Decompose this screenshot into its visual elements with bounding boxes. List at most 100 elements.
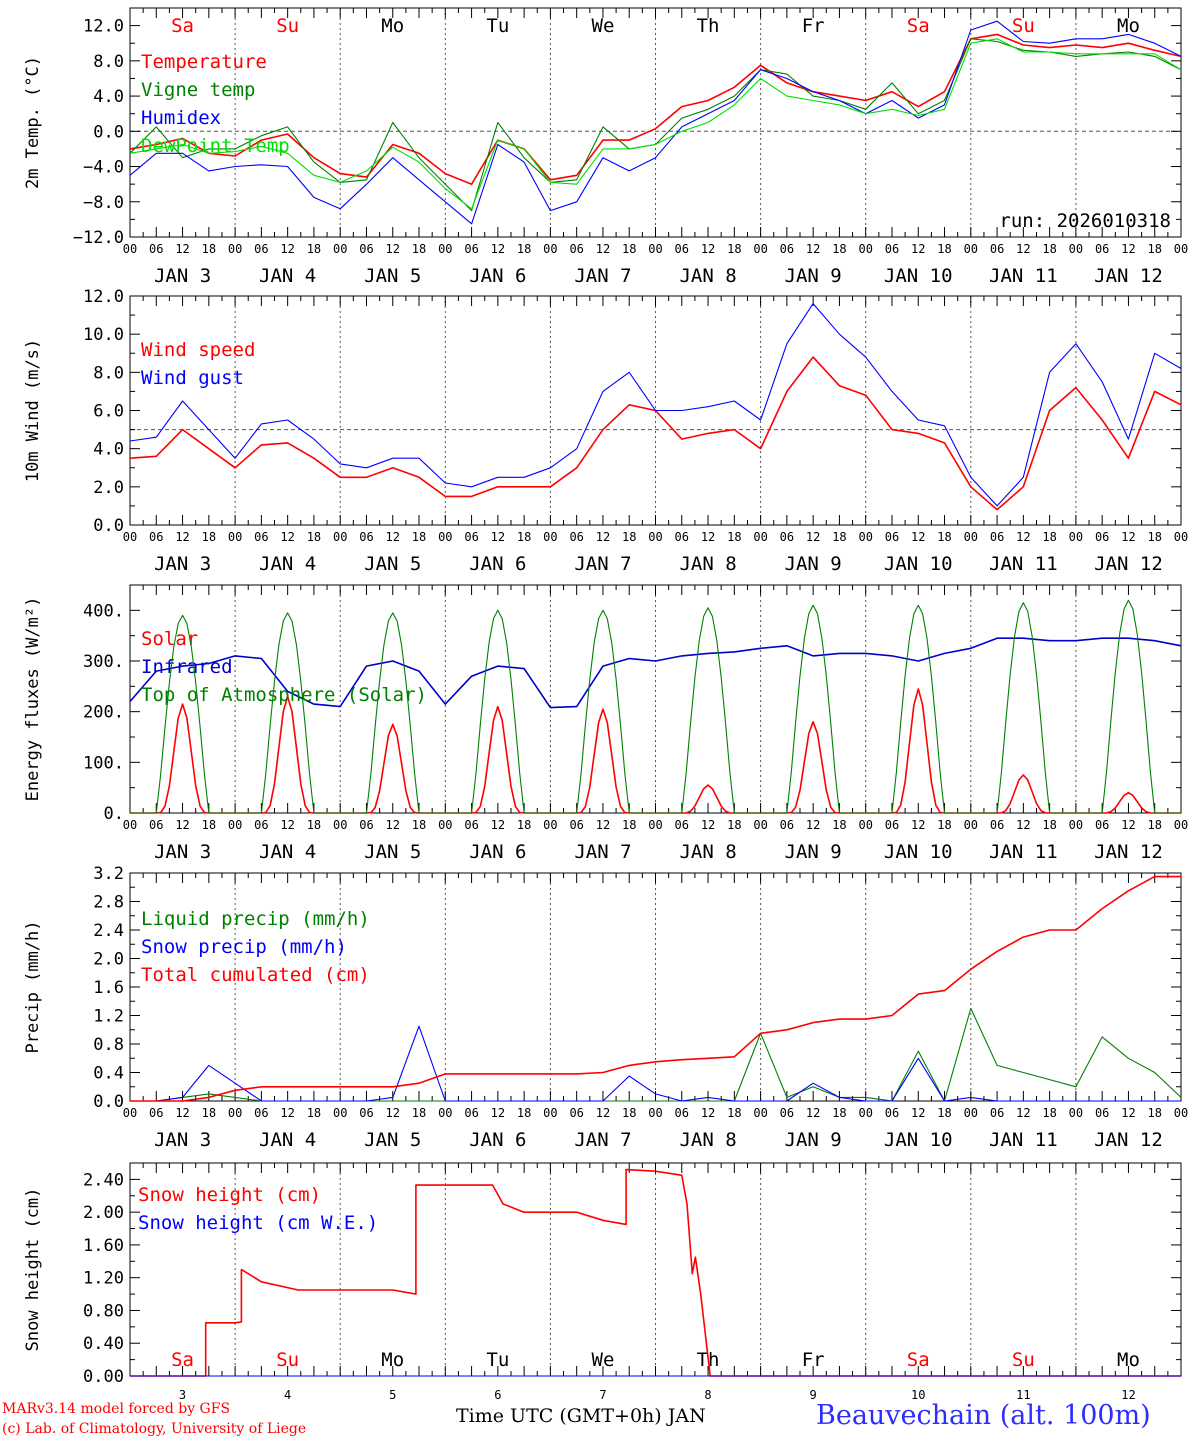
panel-3-hour-label: 00 <box>1069 818 1083 832</box>
panel-4-ylabel: Precip (mm/h) <box>23 920 43 1053</box>
panel-2-hour-label: 18 <box>307 530 321 544</box>
panel-1-hour-label: 00 <box>858 242 872 256</box>
panel-3-hour-label: 06 <box>990 818 1004 832</box>
panel-1-weekday-label: Tu <box>486 15 509 37</box>
panel-4-hour-label: 18 <box>937 1106 951 1120</box>
panel-2-hour-label: 18 <box>1147 530 1161 544</box>
panel-3-ytick-label: 400. <box>83 601 124 621</box>
panel-1-date-label: JAN 6 <box>469 265 526 287</box>
panel-1-legend-entry: Vigne temp <box>141 79 255 101</box>
panel-2-hour-label: 12 <box>386 530 400 544</box>
panel-3-hour-label: 00 <box>543 818 557 832</box>
panel-2-hour-label: 12 <box>491 530 505 544</box>
panel-1-hour-label: 12 <box>1016 242 1030 256</box>
credit-line-1: MARv3.14 model forced by GFS <box>2 1401 231 1417</box>
panel-3-hour-label: 06 <box>254 818 268 832</box>
panel-1-date-label: JAN 9 <box>785 265 842 287</box>
panel-1-hour-label: 06 <box>885 242 899 256</box>
panel-4-hour-label: 18 <box>307 1106 321 1120</box>
panel-5-day-number: 11 <box>1016 1388 1030 1402</box>
panel-2-hour-label: 00 <box>1069 530 1083 544</box>
panel-1-hour-label: 12 <box>701 242 715 256</box>
panel-3-hour-label: 18 <box>412 818 426 832</box>
panel-3-hour-label: 00 <box>438 818 452 832</box>
panel-2-hour-label: 00 <box>648 530 662 544</box>
panel-2-date-label: JAN 9 <box>785 553 842 575</box>
panel-3-hour-label: 18 <box>622 818 636 832</box>
panel-3-legend-entry: Solar <box>141 628 198 650</box>
panel-5-day-number: 9 <box>810 1388 817 1402</box>
panel-3-hour-label: 06 <box>569 818 583 832</box>
panel-4-hour-label: 00 <box>438 1106 452 1120</box>
panel-1-legend-entry: Temperature <box>141 51 267 73</box>
panel-1-hour-label: 12 <box>806 242 820 256</box>
panel-3-hour-label: 12 <box>175 818 189 832</box>
panel-4-hour-label: 06 <box>149 1106 163 1120</box>
panel-3-hour-label: 18 <box>727 818 741 832</box>
panel-4-hour-label: 12 <box>911 1106 925 1120</box>
panel-1-weekday-label: Sa <box>907 15 930 37</box>
panel-4-hour-label: 06 <box>675 1106 689 1120</box>
panel-2-hour-label: 18 <box>1042 530 1056 544</box>
panel-4-hour-label: 18 <box>202 1106 216 1120</box>
panel-5-weekday-label: Sa <box>171 1349 194 1371</box>
panel-3-ytick-label: 300. <box>83 652 124 672</box>
panel-2-hour-label: 06 <box>990 530 1004 544</box>
panel-1-ytick-label: 12.0 <box>83 17 124 37</box>
panel-3-hour-label: 06 <box>780 818 794 832</box>
panel-1-weekday-label: Mo <box>381 15 404 37</box>
panel-1-hour-label: 00 <box>123 242 137 256</box>
panel-4-hour-label: 12 <box>806 1106 820 1120</box>
panel-5-ytick-label: 2.40 <box>83 1170 124 1190</box>
panel-3-series-2-line <box>129 637 1182 709</box>
panel-1-weekday-label: We <box>592 15 615 37</box>
panel-4-ytick-label: 0.8 <box>93 1035 124 1055</box>
panel-5-ytick-label: 1.60 <box>83 1236 124 1256</box>
panel-2-ylabel: 10m Wind (m/s) <box>23 339 43 482</box>
panel-3-date-label: JAN 12 <box>1094 841 1163 863</box>
panel-5-series-1-line <box>130 1168 1181 1377</box>
panel-1-weekday-label: Th <box>697 15 720 37</box>
panel-1-hour-label: 18 <box>412 242 426 256</box>
panel-4-series-3-line <box>130 875 1181 1102</box>
panel-1-date-label: JAN 4 <box>259 265 316 287</box>
panel-5-day-number: 10 <box>911 1388 925 1402</box>
panel-2-legend-entry: Wind speed <box>141 339 255 361</box>
panel-2-hour-label: 00 <box>333 530 347 544</box>
panel-5-weekday-label: Mo <box>1117 1349 1140 1371</box>
panel-3-hour-label: 18 <box>1042 818 1056 832</box>
panel-3-legend-entry: Infrared <box>141 656 233 678</box>
panel-4-hour-label: 00 <box>753 1106 767 1120</box>
panel-2-date-label: JAN 7 <box>574 553 631 575</box>
panel-2-hour-label: 12 <box>175 530 189 544</box>
panel-2-hour-label: 06 <box>675 530 689 544</box>
panel-4-hour-label: 00 <box>123 1106 137 1120</box>
panel-1-hour-label: 12 <box>386 242 400 256</box>
panel-3-hour-label: 06 <box>149 818 163 832</box>
panel-2-date-label: JAN 11 <box>989 553 1058 575</box>
panel-2-ytick-label: 4.0 <box>93 440 124 460</box>
panel-4-date-label: JAN 11 <box>989 1129 1058 1151</box>
panel-3-date-label: JAN 9 <box>785 841 842 863</box>
panel-5-ytick-label: 2.00 <box>83 1203 124 1223</box>
panel-4-hour-label: 00 <box>1174 1106 1188 1120</box>
panel-1-ytick-label: 8.0 <box>93 52 124 72</box>
panel-5-day-number: 6 <box>494 1388 501 1402</box>
panel-2-hour-label: 18 <box>622 530 636 544</box>
panel-1-date-label: JAN 12 <box>1094 265 1163 287</box>
panel-5-weekday-label: Sa <box>907 1349 930 1371</box>
panel-4-hour-label: 00 <box>543 1106 557 1120</box>
panel-4-hour-label: 00 <box>648 1106 662 1120</box>
panel-4-hour-label: 12 <box>386 1106 400 1120</box>
panel-3-hour-label: 06 <box>464 818 478 832</box>
panel-1-weekday-label: Sa <box>171 15 194 37</box>
panel-4-ytick-label: 3.2 <box>93 864 124 884</box>
panel-4-ytick-label: 1.2 <box>93 1007 124 1027</box>
panel-1-hour-label: 12 <box>175 242 189 256</box>
panel-1-hour-label: 00 <box>333 242 347 256</box>
panel-5-weekday-label: Mo <box>381 1349 404 1371</box>
panel-4-date-label: JAN 9 <box>785 1129 842 1151</box>
panel-4-series-2-line <box>130 1025 1181 1102</box>
panel-2-series-2-line <box>129 303 1182 507</box>
panel-4-hour-label: 12 <box>491 1106 505 1120</box>
